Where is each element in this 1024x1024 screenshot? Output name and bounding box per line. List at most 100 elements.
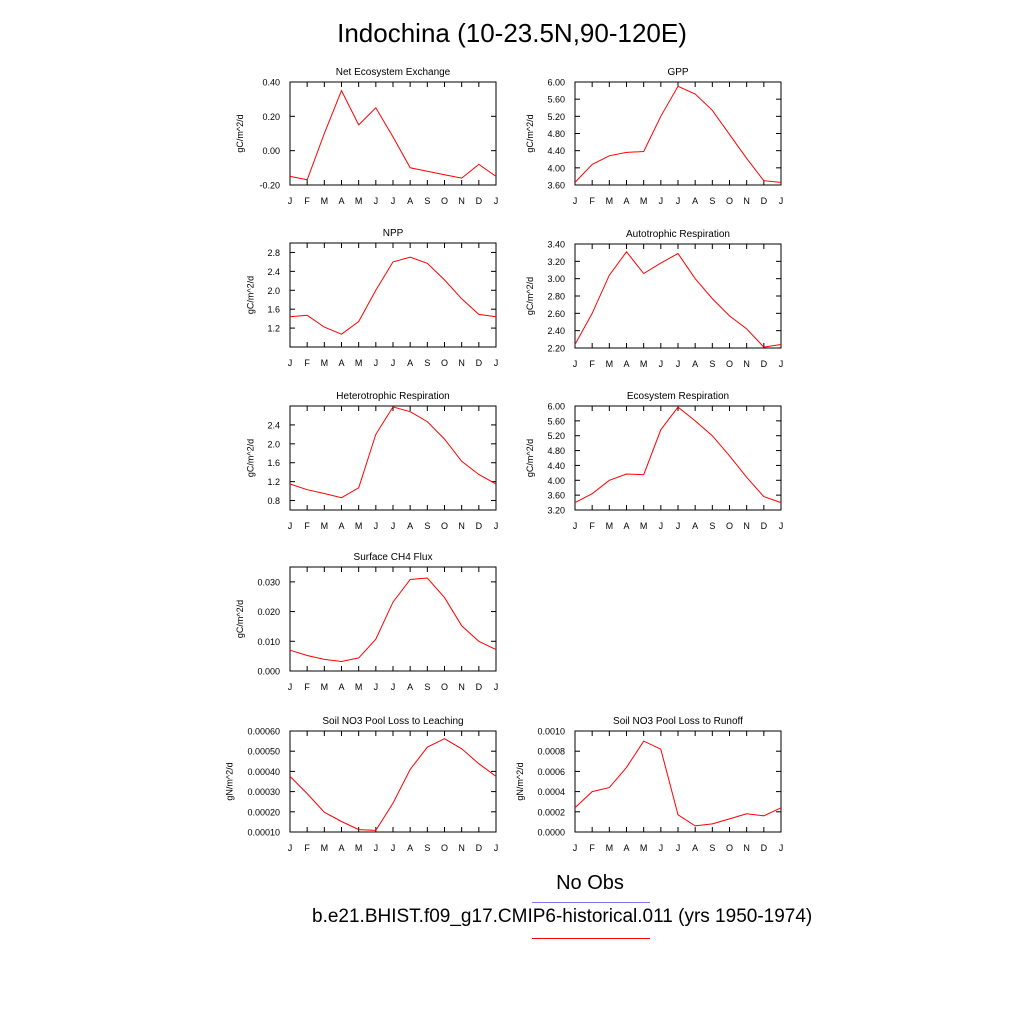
y-tick-label: 0.00020 xyxy=(247,807,280,817)
y-tick-label: 0.00 xyxy=(262,146,280,156)
x-tick-label: J xyxy=(676,359,681,369)
y-axis-label: gN/m^2/d xyxy=(515,762,525,800)
x-tick-label: F xyxy=(589,196,595,206)
y-tick-label: 2.0 xyxy=(267,286,280,296)
x-tick-label: A xyxy=(623,843,629,853)
x-tick-label: J xyxy=(494,843,499,853)
x-tick-label: J xyxy=(573,843,578,853)
y-axis-label: gC/m^2/d xyxy=(235,600,245,638)
x-tick-label: J xyxy=(288,843,293,853)
plot-frame xyxy=(289,405,497,511)
x-tick-label: A xyxy=(407,843,413,853)
y-axis-label: gN/m^2/d xyxy=(225,762,235,800)
y-tick-label: 1.6 xyxy=(267,458,280,468)
x-tick-label: A xyxy=(338,358,344,368)
x-tick-label: A xyxy=(623,521,629,531)
x-tick-label: F xyxy=(589,359,595,369)
x-tick-label: M xyxy=(606,843,614,853)
y-tick-label: 5.60 xyxy=(547,416,565,426)
y-tick-label: 0.00030 xyxy=(247,787,280,797)
x-tick-label: O xyxy=(726,843,733,853)
x-tick-label: J xyxy=(676,843,681,853)
y-tick-label: 0.0004 xyxy=(537,787,565,797)
x-tick-label: D xyxy=(476,358,483,368)
y-tick-label: 1.6 xyxy=(267,305,280,315)
x-tick-label: J xyxy=(374,196,379,206)
page-title: Indochina (10-23.5N,90-120E) xyxy=(337,18,687,48)
x-tick-label: A xyxy=(623,196,629,206)
y-tick-label: 0.0010 xyxy=(537,727,565,737)
x-tick-label: N xyxy=(458,843,465,853)
x-tick-label: J xyxy=(659,843,664,853)
x-tick-label: J xyxy=(779,521,784,531)
x-tick-label: O xyxy=(441,682,448,692)
plot-frame xyxy=(574,730,782,833)
x-tick-label: J xyxy=(676,196,681,206)
y-axis-label: gC/m^2/d xyxy=(245,276,255,314)
x-tick-label: A xyxy=(692,843,698,853)
y-tick-label: 0.010 xyxy=(257,637,280,647)
x-tick-label: S xyxy=(709,196,715,206)
x-tick-label: N xyxy=(458,682,465,692)
x-tick-label: A xyxy=(338,521,344,531)
x-tick-label: D xyxy=(761,521,768,531)
y-tick-label: 0.00040 xyxy=(247,767,280,777)
x-tick-label: J xyxy=(391,196,396,206)
y-tick-label: 1.2 xyxy=(267,324,280,334)
x-tick-label: J xyxy=(494,358,499,368)
x-tick-label: M xyxy=(355,682,363,692)
x-tick-label: A xyxy=(692,196,698,206)
x-tick-label: M xyxy=(321,843,329,853)
x-tick-label: J xyxy=(494,521,499,531)
series-line xyxy=(289,406,497,499)
x-tick-label: M xyxy=(640,521,648,531)
y-tick-label: 3.40 xyxy=(547,240,565,250)
x-tick-label: F xyxy=(589,843,595,853)
x-tick-label: S xyxy=(424,521,430,531)
x-tick-label: J xyxy=(494,682,499,692)
y-axis-label: gC/m^2/d xyxy=(245,439,255,477)
y-tick-label: 2.4 xyxy=(267,420,280,430)
x-tick-label: D xyxy=(476,682,483,692)
x-tick-label: J xyxy=(779,359,784,369)
plot-frame xyxy=(574,405,782,511)
x-tick-label: N xyxy=(743,359,750,369)
x-tick-label: N xyxy=(743,521,750,531)
x-tick-label: O xyxy=(441,358,448,368)
chart-title: NPP xyxy=(383,228,404,239)
y-tick-label: 0.030 xyxy=(257,577,280,587)
x-tick-label: M xyxy=(355,358,363,368)
x-tick-label: J xyxy=(659,196,664,206)
x-tick-label: O xyxy=(726,359,733,369)
x-tick-label: F xyxy=(304,682,310,692)
x-tick-label: A xyxy=(338,196,344,206)
x-tick-label: J xyxy=(659,521,664,531)
y-tick-label: 4.00 xyxy=(547,163,565,173)
x-tick-label: M xyxy=(355,196,363,206)
legend-item-model-run: b.e21.BHIST.f09_g17.CMIP6-historical.011… xyxy=(312,906,813,927)
y-tick-label: 0.000 xyxy=(257,667,280,677)
chart-title: Soil NO3 Pool Loss to Runoff xyxy=(613,716,743,727)
y-tick-label: 6.00 xyxy=(547,402,565,412)
series-line xyxy=(289,738,497,831)
x-tick-label: M xyxy=(606,359,614,369)
x-tick-label: F xyxy=(304,196,310,206)
y-tick-label: 0.0008 xyxy=(537,747,565,757)
chart-title: Heterotrophic Respiration xyxy=(336,391,449,402)
y-tick-label: 3.00 xyxy=(547,274,565,284)
x-tick-label: J xyxy=(659,359,664,369)
x-tick-label: M xyxy=(640,196,648,206)
x-tick-label: M xyxy=(321,196,329,206)
x-tick-label: D xyxy=(476,521,483,531)
y-tick-label: 4.80 xyxy=(547,446,565,456)
y-axis-label: gC/m^2/d xyxy=(525,439,535,477)
plot-frame xyxy=(574,81,782,186)
y-tick-label: 0.00010 xyxy=(247,828,280,838)
x-tick-label: F xyxy=(589,521,595,531)
